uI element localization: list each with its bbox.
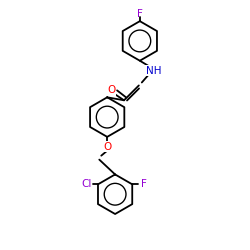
Text: F: F — [137, 9, 143, 19]
Text: Cl: Cl — [81, 179, 91, 189]
Text: F: F — [141, 179, 147, 189]
Text: O: O — [107, 86, 115, 96]
Text: NH: NH — [146, 66, 162, 76]
Text: O: O — [103, 142, 111, 152]
